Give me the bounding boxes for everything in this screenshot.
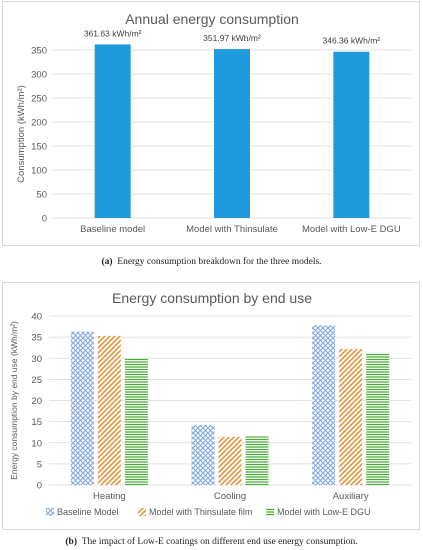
caption-b-label: (b) — [65, 537, 77, 547]
y-tick-b-4: 20 — [31, 396, 42, 407]
bar-auxiliary-series-2 — [366, 352, 390, 485]
bar-2 — [333, 51, 370, 219]
y-tick-a-0: 0 — [42, 214, 47, 225]
data-label-2: 346.36 kWh/m² — [323, 36, 381, 46]
bar-cooling-series-2 — [245, 436, 269, 485]
chart-a-title: Annual energy consumption — [125, 11, 299, 27]
y-tick-a-3: 150 — [31, 142, 47, 153]
caption-b: (b) The impact of Low-E coatings on diff… — [0, 537, 423, 547]
x-tick-a-2: Model with Low-E DGU — [302, 224, 401, 235]
y-tick-b-5: 25 — [31, 375, 42, 386]
chart-b-title: Energy consumption by end use — [112, 290, 312, 306]
legend-label-2: Model with Low-E DGU — [277, 507, 371, 517]
y-tick-a-7: 350 — [31, 46, 47, 57]
legend-swatch-2 — [266, 508, 274, 516]
y-tick-a-4: 200 — [31, 118, 47, 129]
data-label-1: 351.97 kWh/m² — [203, 33, 261, 43]
legend-label-1: Model with Thinsulate film — [149, 507, 252, 517]
bar-auxiliary-series-1 — [339, 348, 363, 485]
y-tick-a-6: 300 — [31, 70, 47, 81]
y-tick-a-2: 100 — [31, 166, 47, 177]
y-tick-a-5: 250 — [31, 94, 47, 105]
bar-cooling-series-1 — [218, 436, 242, 485]
bar-heating-series-0 — [70, 331, 94, 485]
bar-cooling-series-0 — [191, 425, 215, 485]
legend-swatch-0 — [46, 508, 54, 516]
data-label-0: 361.63 kWh/m² — [84, 28, 142, 38]
y-tick-b-7: 35 — [31, 333, 42, 344]
bar-1 — [214, 49, 250, 219]
chart-panel-b: Energy consumption by end use 0 5 10 15 20 25 3… — [2, 282, 420, 530]
x-tick-a-1: Model with Thinsulate — [186, 224, 278, 235]
x-tick-b-2: Auxiliary — [333, 491, 369, 502]
y-tick-b-8: 40 — [31, 312, 42, 323]
y-axis-label-a: Consumption (kWh/m²) — [16, 85, 27, 183]
chart-panel-a: Annual energy consumption 0 50 100 150 200 250… — [2, 1, 420, 246]
y-tick-a-1: 50 — [36, 190, 47, 201]
caption-a-text: Energy consumption breakdown for the thr… — [117, 257, 322, 267]
bar-0 — [94, 44, 131, 218]
y-tick-b-0: 0 — [37, 481, 42, 492]
bar-auxiliary-series-0 — [312, 325, 336, 485]
bar-heating-series-2 — [124, 358, 148, 485]
y-tick-b-6: 30 — [31, 354, 42, 365]
caption-b-text: The impact of Low-E coatings on differen… — [81, 537, 358, 547]
y-tick-b-3: 15 — [31, 417, 42, 428]
annual-consumption-chart: Annual energy consumption 0 50 100 150 200 250… — [16, 11, 411, 235]
x-tick-b-1: Cooling — [214, 491, 246, 502]
x-tick-a-0: Baseline model — [80, 224, 145, 235]
y-tick-b-2: 10 — [31, 438, 42, 449]
caption-a-label: (a) — [101, 257, 113, 267]
legend-label-0: Baseline Model — [57, 507, 119, 517]
y-tick-b-1: 5 — [37, 459, 42, 470]
caption-a: (a) Energy consumption breakdown for the… — [0, 257, 423, 267]
bar-heating-series-1 — [97, 335, 121, 485]
legend-swatch-1 — [138, 508, 146, 516]
y-axis-label-b: Energy consumption by end use (kWh/m²) — [9, 321, 19, 480]
end-use-consumption-chart: Energy consumption by end use 0 5 10 15 20 25 3… — [9, 290, 411, 517]
x-tick-b-0: Heating — [93, 491, 126, 502]
